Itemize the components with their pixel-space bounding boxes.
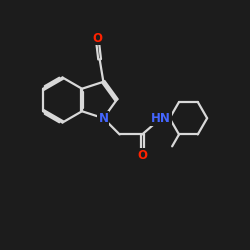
Text: O: O: [92, 32, 102, 44]
Text: HN: HN: [151, 112, 171, 125]
Text: N: N: [98, 112, 108, 125]
Text: O: O: [137, 149, 147, 162]
